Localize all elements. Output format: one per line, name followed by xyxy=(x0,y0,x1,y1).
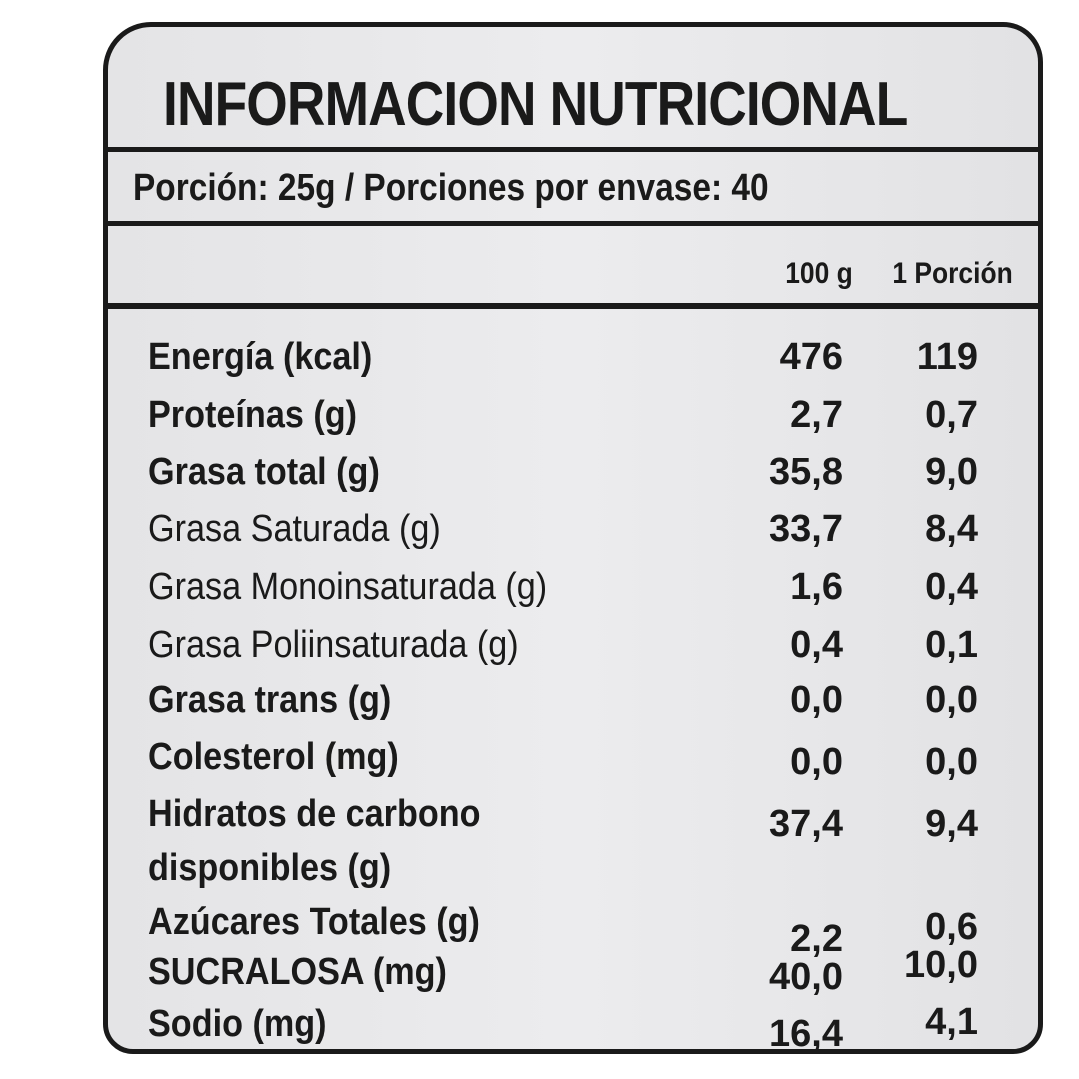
value-portion: 9,0 xyxy=(925,451,978,493)
value-100g: 0,4 xyxy=(790,624,843,666)
value-portion: 8,4 xyxy=(925,508,978,550)
value-portion: 0,1 xyxy=(925,624,978,666)
divider xyxy=(108,221,1038,226)
value-100g: 0,0 xyxy=(790,741,843,783)
value-100g: 37,4 xyxy=(769,803,843,845)
nutrient-name-text: Hidratos de carbono xyxy=(148,793,481,835)
nutrient-name-text: Grasa total (g) xyxy=(148,451,380,493)
nutrient-name: Azúcares Totales (g) xyxy=(148,900,480,944)
value-portion: 0,0 xyxy=(925,741,978,783)
value-100g: 476 xyxy=(779,336,843,378)
column-header-portion: 1 Porción xyxy=(892,257,1013,290)
nutrient-row: Grasa trans (g) 0,0 0,0 xyxy=(108,678,1038,734)
nutrient-name: Grasa Poliinsaturada (g) xyxy=(148,623,519,667)
divider xyxy=(108,303,1038,309)
nutrient-name-text: Sodio (mg) xyxy=(148,1003,327,1045)
nutrient-name: Colesterol (mg) xyxy=(148,735,399,779)
nutrient-name: Grasa trans (g) xyxy=(148,678,391,722)
nutrient-row: Hidratos de carbono disponibles (g) 37,4 9,… xyxy=(108,792,1038,889)
nutrient-name: Grasa Monoinsaturada (g) xyxy=(148,565,547,609)
value-portion: 0,4 xyxy=(925,566,978,608)
label-title: INFORMACION NUTRICIONAL xyxy=(163,70,908,139)
nutrient-name: Grasa Saturada (g) xyxy=(148,507,441,551)
nutrient-name: Energía (kcal) xyxy=(148,335,372,379)
nutrient-row: Grasa Saturada (g) 33,7 8,4 xyxy=(108,507,1038,563)
nutrient-name: SUCRALOSA (mg) xyxy=(148,950,447,994)
nutrient-row: Colesterol (mg) 0,0 0,0 xyxy=(108,735,1038,791)
nutrient-name-text: Energía (kcal) xyxy=(148,336,373,378)
nutrient-name-text: Colesterol (mg) xyxy=(148,736,399,778)
value-portion: 4,1 xyxy=(925,1001,978,1043)
value-100g: 2,7 xyxy=(790,394,843,436)
nutrient-name-text: disponibles (g) xyxy=(148,847,392,889)
value-portion: 119 xyxy=(916,336,978,378)
divider xyxy=(108,147,1038,152)
value-100g: 16,4 xyxy=(769,1013,843,1054)
nutrient-name-text: SUCRALOSA (mg) xyxy=(148,951,447,993)
nutrient-name: Hidratos de carbono disponibles (g) xyxy=(148,792,481,890)
nutrient-name-text: Grasa trans (g) xyxy=(148,679,392,721)
column-header-100g: 100 g xyxy=(785,257,853,290)
value-100g: 0,0 xyxy=(790,679,843,721)
nutrient-name-text: Grasa Saturada (g) xyxy=(148,508,441,550)
value-100g: 33,7 xyxy=(769,508,843,550)
portion-info: Porción: 25g / Porciones por envase: 40 xyxy=(133,167,769,209)
nutrient-name-text: Grasa Monoinsaturada (g) xyxy=(148,566,548,608)
value-portion: 0,7 xyxy=(925,394,978,436)
nutrient-name-text: Grasa Poliinsaturada (g) xyxy=(148,624,519,666)
nutrient-name: Grasa total (g) xyxy=(148,450,380,494)
nutrient-row: SUCRALOSA (mg) 40,0 10,0 xyxy=(108,944,1038,1006)
value-portion: 0,6 xyxy=(925,906,978,948)
value-100g: 40,0 xyxy=(769,956,843,998)
value-100g: 2,2 xyxy=(790,918,843,960)
nutrient-name-text: Azúcares Totales (g) xyxy=(148,901,480,943)
value-100g: 1,6 xyxy=(790,566,843,608)
nutrient-row: Sodio (mg) 16,4 4,1 xyxy=(108,1001,1038,1054)
nutrition-label: INFORMACION NUTRICIONAL Porción: 25g / P… xyxy=(103,22,1043,1054)
value-100g: 35,8 xyxy=(769,451,843,493)
nutrient-row: Grasa Poliinsaturada (g) 0,4 0,1 xyxy=(108,623,1038,679)
nutrient-name-text: Proteínas (g) xyxy=(148,394,358,436)
nutrient-row: Azúcares Totales (g) 2,2 0,6 xyxy=(108,900,1038,960)
nutrient-row: Proteínas (g) 2,7 0,7 xyxy=(108,393,1038,449)
nutrient-row: Grasa Monoinsaturada (g) 1,6 0,4 xyxy=(108,565,1038,621)
value-portion: 9,4 xyxy=(925,803,978,845)
nutrient-name: Sodio (mg) xyxy=(148,1002,327,1046)
nutrient-row: Energía (kcal) 476 119 xyxy=(108,335,1038,391)
value-portion: 10,0 xyxy=(904,944,978,986)
value-portion: 0,0 xyxy=(925,679,978,721)
nutrient-name: Proteínas (g) xyxy=(148,393,357,437)
nutrient-row: Grasa total (g) 35,8 9,0 xyxy=(108,450,1038,506)
